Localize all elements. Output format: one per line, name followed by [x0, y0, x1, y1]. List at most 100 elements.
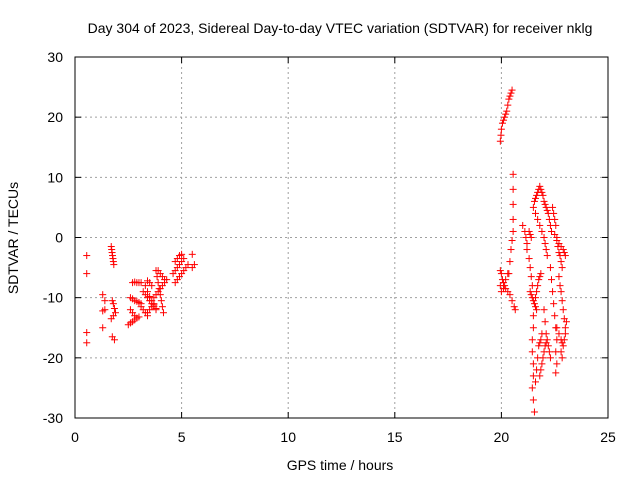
data-point: [539, 354, 547, 362]
data-point: [549, 203, 557, 211]
data-point: [497, 131, 505, 139]
data-point: [527, 273, 535, 281]
data-point: [506, 291, 514, 299]
data-point: [529, 324, 537, 332]
data-point: [146, 292, 154, 300]
x-tick-labels: 0 5 10 15 20 25: [71, 429, 616, 445]
data-point: [537, 336, 545, 344]
data-point: [141, 282, 149, 290]
data-point: [533, 306, 541, 314]
data-point: [502, 110, 510, 118]
data-point: [497, 270, 505, 278]
data-point: [529, 203, 537, 211]
data-point: [178, 250, 186, 258]
data-point: [158, 303, 166, 311]
data-point: [112, 309, 120, 317]
data-point: [509, 170, 517, 178]
x-tick-label: 15: [387, 429, 403, 445]
data-point: [148, 282, 156, 290]
data-point: [541, 318, 549, 326]
y-axis-label: SDTVAR / TECUs: [5, 182, 21, 294]
data-point: [110, 261, 118, 269]
data-point: [528, 384, 536, 392]
data-point: [530, 197, 538, 205]
data-point: [143, 288, 151, 296]
data-point: [551, 215, 559, 223]
data-point: [496, 282, 504, 290]
data-point: [525, 227, 533, 235]
data-point: [184, 261, 192, 269]
data-point: [500, 285, 508, 293]
data-point: [507, 246, 515, 254]
data-point: [501, 113, 509, 121]
data-point: [508, 86, 516, 94]
data-point: [557, 348, 565, 356]
data-point: [539, 191, 547, 199]
data-point: [553, 360, 561, 368]
y-tick-label: -10: [43, 290, 63, 306]
data-point: [161, 276, 169, 284]
data-point: [99, 291, 107, 299]
data-point: [532, 294, 540, 302]
y-tick-label: 0: [55, 230, 63, 246]
data-point: [558, 264, 566, 272]
data-point: [552, 221, 560, 229]
data-point: [540, 234, 548, 241]
data-point: [557, 288, 565, 296]
data-point: [551, 230, 559, 238]
data-point: [553, 324, 561, 332]
data-point: [527, 234, 535, 241]
data-point: [496, 267, 504, 275]
x-tick-label: 0: [71, 429, 79, 445]
x-tick-label: 20: [494, 429, 510, 445]
data-point: [150, 300, 158, 308]
data-point: [561, 252, 569, 260]
data-point: [500, 116, 508, 124]
chart-title: Day 304 of 2023, Sidereal Day-to-day VTE…: [88, 20, 593, 36]
data-point: [506, 92, 514, 100]
data-point: [504, 270, 512, 278]
data-point: [529, 312, 537, 320]
data-point: [546, 264, 554, 272]
data-point: [538, 188, 546, 196]
y-tick-label: 30: [47, 49, 63, 65]
data-point: [505, 95, 513, 103]
data-point: [558, 297, 566, 305]
data-point: [560, 249, 568, 257]
data-point: [509, 227, 517, 235]
data-point: [527, 291, 535, 299]
data-point: [540, 306, 548, 314]
y-tick-label: -30: [43, 410, 63, 426]
data-point: [135, 313, 143, 321]
data-point: [555, 273, 563, 281]
data-point: [538, 360, 546, 368]
data-point: [529, 396, 537, 404]
data-point: [509, 215, 517, 223]
data-point: [101, 306, 109, 314]
data-point: [561, 324, 569, 332]
data-point: [543, 206, 551, 214]
data-point: [497, 125, 505, 133]
y-tick-label: 10: [47, 169, 63, 185]
data-point: [537, 270, 545, 278]
data-point: [509, 185, 517, 193]
data-point: [526, 230, 534, 238]
data-point: [530, 408, 538, 416]
data-point: [529, 372, 537, 380]
data-point: [532, 303, 540, 311]
data-point: [101, 297, 109, 305]
data-points: [83, 86, 570, 416]
data-point: [157, 297, 165, 305]
data-point: [99, 324, 107, 332]
data-point: [528, 336, 536, 344]
x-tick-label: 25: [600, 429, 616, 445]
data-point: [529, 360, 537, 368]
data-point: [507, 89, 515, 97]
data-point: [526, 264, 534, 272]
data-point: [559, 342, 567, 350]
data-point: [498, 119, 506, 127]
data-point: [508, 297, 516, 305]
data-point: [511, 306, 519, 314]
data-point: [535, 342, 543, 350]
